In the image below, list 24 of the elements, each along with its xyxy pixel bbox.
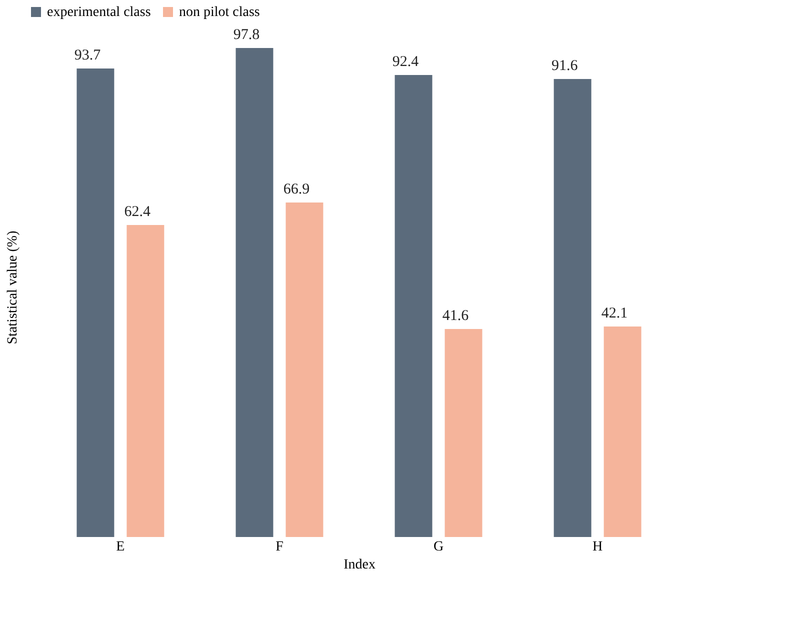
bar: [76, 68, 114, 537]
bar: [126, 225, 164, 537]
x-tick-label: F: [276, 540, 284, 554]
legend-label: experimental class: [47, 5, 151, 20]
x-tick-label: H: [592, 540, 603, 554]
data-label: 42.1: [601, 306, 628, 322]
bar: [394, 75, 432, 537]
bar: [286, 202, 324, 537]
data-label: 93.7: [74, 48, 102, 64]
x-tick-label: E: [116, 540, 125, 554]
legend-label: non pilot class: [179, 5, 260, 20]
data-label: 91.6: [551, 58, 578, 74]
x-tick-label: G: [433, 540, 444, 554]
data-label: 97.8: [233, 27, 260, 43]
data-label: 92.4: [392, 54, 420, 70]
bar: [236, 48, 274, 537]
data-label: 62.4: [124, 204, 152, 220]
bar: [604, 326, 642, 537]
data-label: 66.9: [283, 182, 310, 198]
x-axis-title: Index: [344, 558, 376, 572]
y-axis-title: Statistical value (%): [6, 230, 20, 344]
bar: [554, 79, 592, 537]
bar: [444, 329, 482, 537]
data-label: 41.6: [442, 308, 470, 324]
